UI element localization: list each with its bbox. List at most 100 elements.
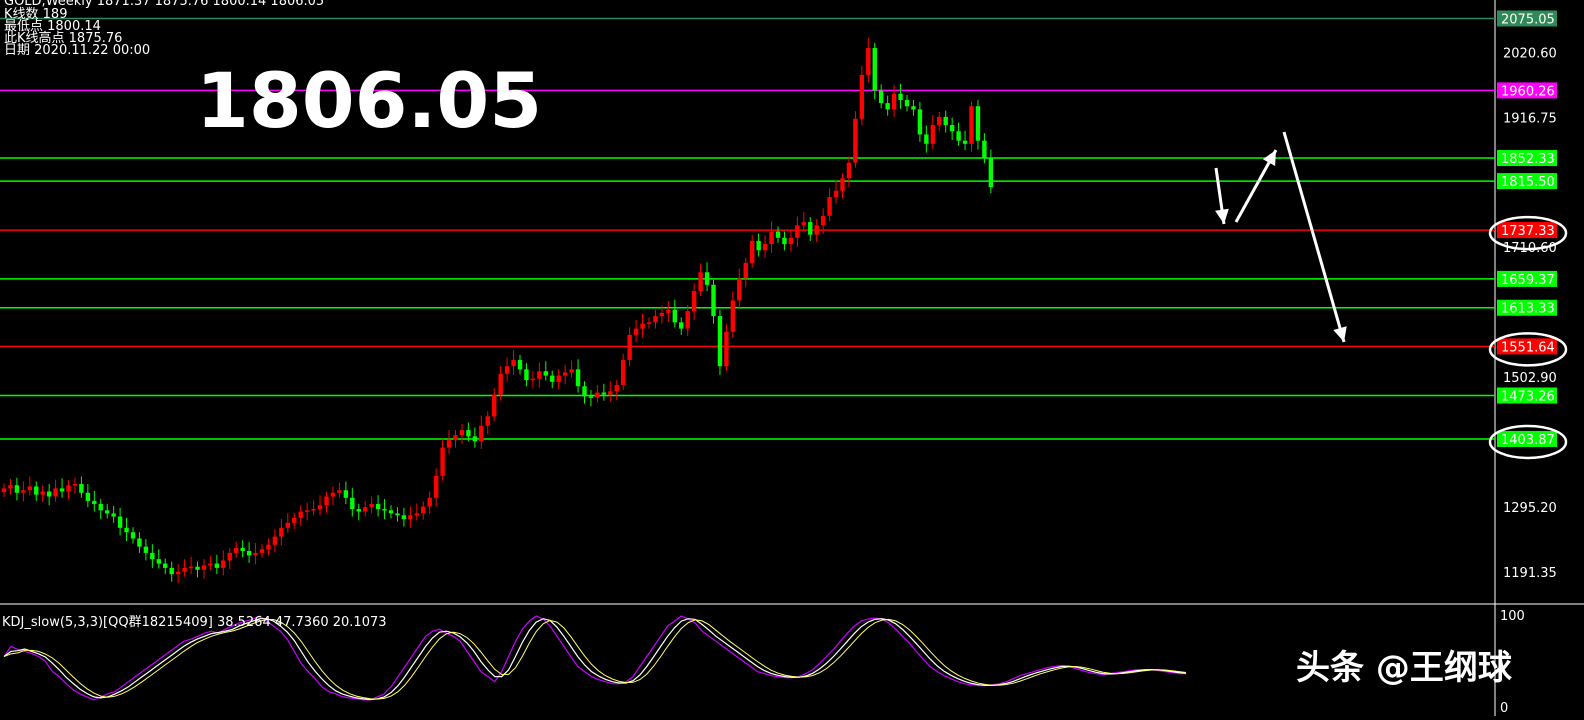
candle-body (588, 396, 594, 398)
candle-body (685, 311, 690, 329)
candle-body (982, 140, 987, 159)
candle-body (14, 485, 20, 493)
candle-body (324, 496, 329, 506)
osc-tick-100: 100 (1500, 609, 1525, 624)
candle-body (917, 109, 923, 135)
candle-body (750, 240, 755, 263)
candle-body (246, 551, 252, 556)
candle-body (756, 240, 761, 251)
candle-body (272, 536, 278, 545)
candle-body (304, 510, 310, 512)
candle-body (808, 222, 813, 235)
candle-body (201, 565, 207, 570)
candle-body (150, 552, 155, 560)
candle-body (492, 394, 497, 417)
candle-body (608, 391, 613, 395)
candle-body (395, 513, 400, 516)
candle-body (820, 215, 826, 226)
level-tag (1497, 173, 1557, 190)
candle-body (679, 322, 684, 329)
candle-body (891, 93, 897, 110)
candle-body (227, 552, 232, 561)
candle-body (621, 359, 626, 386)
candle-body (27, 486, 32, 491)
price-tick-label: 1502.90 (1503, 371, 1557, 386)
candle-body (311, 509, 316, 511)
level-tag-label: 1613.33 (1501, 302, 1555, 317)
candle-body (833, 190, 839, 198)
symbol-line: GOLD,Weekly 1871.37 1875.76 1800.14 1806… (4, 0, 325, 9)
candle-body (266, 544, 271, 550)
candle-body (459, 430, 465, 436)
bar-count-line: K线数 189 (4, 7, 68, 22)
candle-body (208, 563, 213, 566)
candle-body (85, 492, 91, 501)
candle-body (601, 392, 607, 395)
candle-body (575, 369, 581, 387)
candle-body (285, 522, 290, 528)
level-tag-label: 1960.26 (1501, 84, 1555, 99)
candle-body (879, 90, 884, 104)
candle-body (543, 371, 548, 376)
level-tag (1497, 222, 1557, 239)
level-tag-label: 1551.64 (1501, 340, 1555, 355)
candle-body (569, 369, 574, 373)
arrow-down-long-head (1333, 326, 1347, 342)
candle-body (775, 231, 781, 238)
candle-body (92, 500, 97, 505)
current-price-display: 1806.05 (196, 56, 543, 145)
candle-body (337, 490, 342, 493)
candle-body (485, 416, 490, 426)
candle-body (962, 140, 968, 144)
candle-body (530, 378, 536, 381)
candle-body (375, 504, 381, 510)
level-tag (1497, 299, 1557, 316)
price-tick-label: 2020.60 (1503, 47, 1557, 62)
candle-body (214, 563, 220, 568)
candle-body (646, 322, 652, 324)
level-tag-label: 2075.05 (1501, 12, 1555, 27)
candle-body (66, 485, 71, 492)
candle-body (130, 532, 136, 539)
level-circle-annotation (1488, 215, 1568, 251)
candle-body (988, 158, 994, 188)
candle-body (827, 197, 832, 216)
date-line: 日期 2020.11.22 00:00 (4, 43, 151, 58)
candle-body (762, 244, 768, 251)
candle-body (124, 527, 129, 533)
candle-body (292, 517, 297, 523)
candle-body (453, 435, 458, 441)
candle-body (672, 309, 677, 323)
candle-body (956, 131, 961, 141)
candle-body (34, 486, 39, 495)
candle-body (898, 93, 903, 100)
candle-body (704, 272, 710, 285)
candle-body (846, 162, 852, 179)
candle-body (221, 560, 226, 568)
candle-body (253, 552, 258, 556)
level-tag (1497, 338, 1557, 355)
high-line: 此K线高点 1875.76 (4, 31, 123, 46)
candle-body (885, 103, 890, 110)
level-circle-annotation (1488, 332, 1568, 367)
level-tag-label: 1403.87 (1501, 433, 1555, 448)
candle-body (446, 440, 452, 448)
candle-body (188, 566, 194, 569)
level-tag-label: 1473.26 (1501, 389, 1555, 404)
candle-body (911, 106, 916, 110)
candle-body (363, 507, 368, 512)
candle-body (627, 334, 632, 360)
candle-body (369, 504, 374, 508)
kdj-j-line (3, 618, 1187, 700)
candle-body (801, 222, 806, 226)
candle-body (949, 125, 955, 132)
candle-body (711, 284, 716, 317)
candle-body (537, 371, 542, 379)
candle-body (730, 300, 736, 332)
candle-body (866, 47, 871, 75)
candle-body (421, 506, 426, 514)
price-tick-label: 1916.75 (1503, 112, 1557, 127)
arrow-down-short-head (1215, 208, 1229, 224)
candle-body (614, 385, 619, 392)
